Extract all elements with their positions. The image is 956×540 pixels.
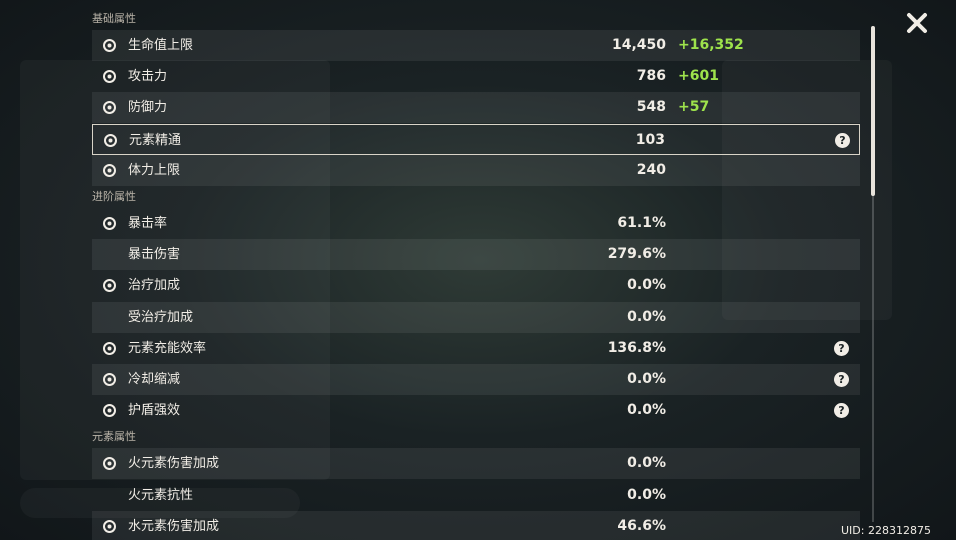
stat-label: 攻击力 (128, 69, 168, 85)
stat-row[interactable]: 冷却缩减 0.0%? (92, 364, 860, 395)
stat-icon (103, 519, 116, 533)
stat-label: 体力上限 (128, 162, 181, 178)
stat-row[interactable]: 元素精通 103? (92, 123, 860, 155)
section-title: 基础属性 (92, 12, 136, 25)
stat-icon (103, 341, 116, 355)
help-button[interactable]: ? (834, 340, 849, 356)
stat-value: 0.0% (627, 371, 666, 387)
stat-icon (103, 163, 116, 177)
stat-icon (103, 217, 116, 230)
stat-bonus: +601 (678, 68, 719, 85)
uid-label: UID: 228312875 (841, 524, 931, 537)
stat-label: 防御力 (128, 100, 168, 116)
stat-icon (103, 70, 116, 84)
stat-value: 103 (635, 131, 665, 148)
stat-value: 548 (636, 99, 666, 116)
stat-icon (104, 133, 117, 147)
stat-icon (103, 39, 116, 52)
stat-value: 14,450 (611, 37, 666, 53)
stat-value: 0.0% (627, 486, 666, 503)
help-button[interactable]: ? (834, 403, 849, 419)
close-button[interactable] (906, 12, 928, 34)
stat-row[interactable]: 攻击力 786 +601 (92, 61, 860, 92)
stat-icon (103, 373, 116, 386)
stat-icon (103, 101, 116, 115)
scrollbar[interactable] (868, 26, 878, 522)
help-button[interactable]: ? (834, 372, 849, 387)
stat-row[interactable]: 元素充能效率 136.8%? (92, 333, 860, 364)
stat-row[interactable]: 暴击率 61.1% (92, 208, 860, 239)
stat-label: 受治疗加成 (128, 309, 194, 325)
section-title: 元素属性 (92, 430, 136, 444)
stat-label: 治疗加成 (128, 278, 181, 294)
stat-label: 元素充能效率 (128, 340, 207, 356)
stat-icon (103, 279, 116, 293)
stat-value: 240 (636, 161, 666, 178)
stat-value: 61.1% (617, 215, 666, 231)
stat-row[interactable]: 水元素伤害加成 46.6% (92, 510, 860, 540)
stat-label: 暴击伤害 (128, 247, 181, 263)
stat-value: 0.0% (627, 308, 666, 325)
stat-label: 生命值上限 (128, 38, 194, 53)
stat-value: 279.6% (607, 246, 666, 263)
stat-row[interactable]: 火元素伤害加成 0.0% (92, 448, 860, 480)
stat-value: 0.0% (627, 455, 666, 472)
help-button[interactable]: ? (835, 132, 850, 148)
stat-bonus: +16,352 (678, 37, 744, 53)
stat-value: 786 (636, 68, 666, 85)
stat-label: 元素精通 (129, 132, 182, 148)
stat-row[interactable]: 火元素抗性 0.0% (92, 480, 860, 511)
stat-value: 136.8% (607, 339, 666, 356)
section-title: 进阶属性 (92, 190, 136, 203)
stat-label: 水元素伤害加成 (128, 518, 220, 534)
stat-icon (103, 404, 116, 418)
stat-row[interactable]: 治疗加成 0.0% (92, 270, 860, 301)
stat-row[interactable]: 受治疗加成 0.0% (92, 301, 860, 333)
stat-label: 护盾强效 (128, 403, 181, 419)
stat-label: 火元素抗性 (128, 487, 194, 503)
stat-row[interactable]: 体力上限 240 (92, 154, 860, 186)
stat-icon (103, 457, 116, 471)
stat-value: 46.6% (617, 517, 666, 534)
stat-row[interactable]: 防御力 548 +57 (92, 92, 860, 124)
stat-value: 0.0% (627, 277, 666, 294)
stat-value: 0.0% (627, 402, 666, 419)
stat-row[interactable]: 生命值上限 14,450 +16,352 (92, 30, 860, 61)
stat-label: 火元素伤害加成 (128, 456, 220, 472)
stat-label: 冷却缩减 (128, 372, 181, 387)
stat-row[interactable]: 护盾强效 0.0%? (92, 395, 860, 426)
stat-label: 暴击率 (128, 216, 168, 231)
stat-row[interactable]: 暴击伤害 279.6% (92, 239, 860, 271)
stat-bonus: +57 (678, 99, 710, 116)
